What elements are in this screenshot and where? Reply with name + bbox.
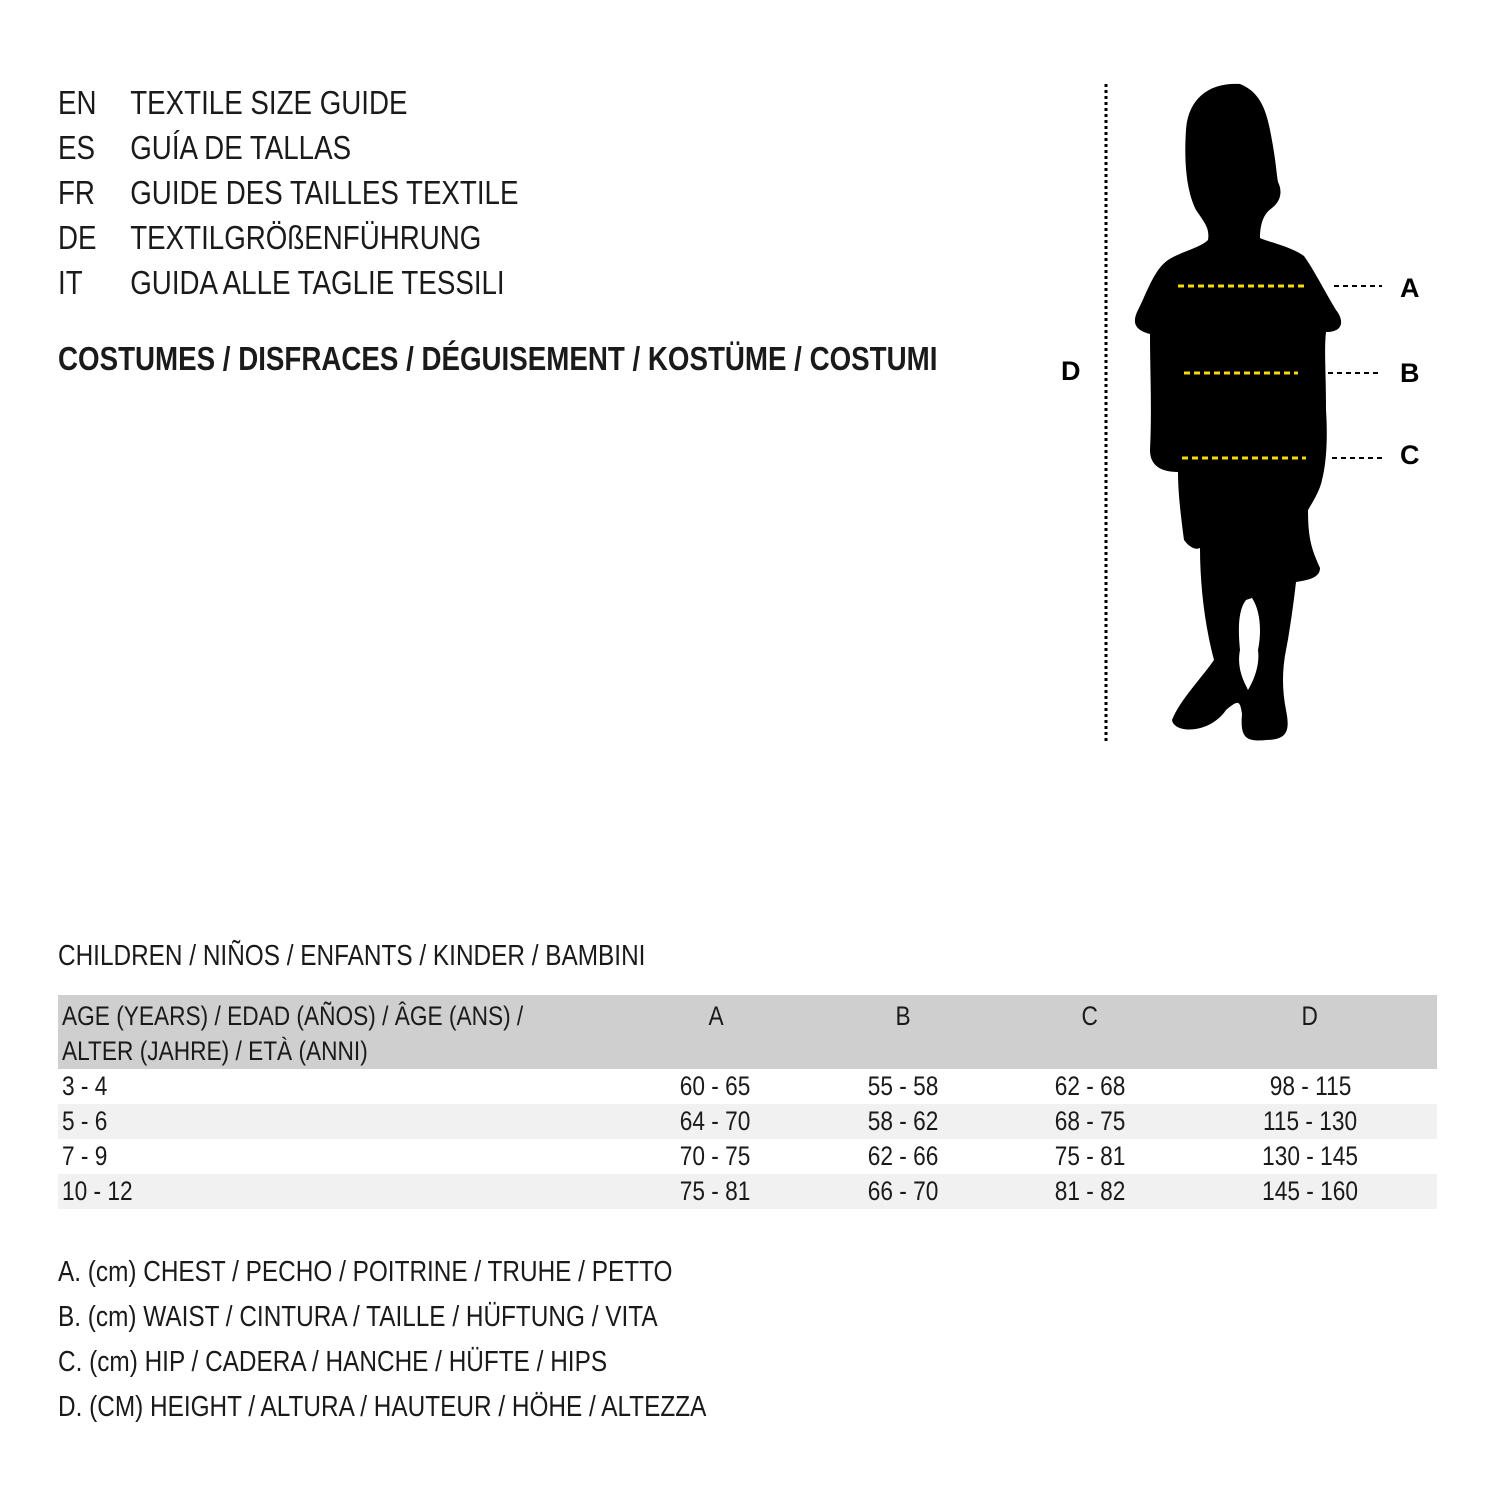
child-silhouette-diagram: D A B C xyxy=(1061,83,1420,742)
age-header-line1: AGE (YEARS) / EDAD (AÑOS) / ÂGE (ANS) / xyxy=(62,1001,524,1031)
column-header: D xyxy=(1301,1001,1319,1031)
label-b: B xyxy=(1400,358,1420,388)
measurement-legend: A. (cm) CHEST / PECHO / POITRINE / TRUHE… xyxy=(58,1250,706,1430)
measure-cell: 70 - 75 xyxy=(680,1141,751,1171)
lang-code: EN xyxy=(58,84,97,121)
language-title-list: EN TEXTILE SIZE GUIDE ES GUÍA DE TALLAS FR… xyxy=(58,80,518,305)
measure-cell: 62 - 68 xyxy=(1054,1071,1125,1101)
lang-code: DE xyxy=(58,219,97,256)
age-cell: 7 - 9 xyxy=(62,1141,108,1171)
measure-cell: 55 - 58 xyxy=(867,1071,938,1101)
title-en: EN TEXTILE SIZE GUIDE xyxy=(58,80,518,125)
age-cell: 3 - 4 xyxy=(62,1071,108,1101)
legend-item: D. (CM) HEIGHT / ALTURA / HAUTEUR / HÖHE… xyxy=(58,1391,707,1423)
lang-code: ES xyxy=(58,129,95,166)
label-d: D xyxy=(1061,356,1081,386)
measure-cell: 58 - 62 xyxy=(867,1106,938,1136)
lang-code: FR xyxy=(58,174,95,211)
child-silhouette-icon xyxy=(1134,83,1342,741)
lang-title: GUIDA ALLE TAGLIE TESSILI xyxy=(130,264,505,301)
measure-cell: 81 - 82 xyxy=(1054,1176,1125,1206)
measure-cell: 145 - 160 xyxy=(1262,1176,1358,1206)
measure-cell: 75 - 81 xyxy=(680,1176,751,1206)
lang-title: TEXTILE SIZE GUIDE xyxy=(130,84,408,121)
legend-item: A. (cm) CHEST / PECHO / POITRINE / TRUHE… xyxy=(58,1256,673,1288)
lang-title: TEXTILGRÖßENFÜHRUNG xyxy=(130,219,482,256)
measure-cell: 75 - 81 xyxy=(1054,1141,1125,1171)
title-it: IT GUIDA ALLE TAGLIE TESSILI xyxy=(58,260,518,305)
legend-item: B. (cm) WAIST / CINTURA / TAILLE / HÜFTU… xyxy=(58,1301,658,1333)
measure-cell: 64 - 70 xyxy=(680,1106,751,1136)
measure-cell: 60 - 65 xyxy=(680,1071,751,1101)
table-header-row: AGE (YEARS) / EDAD (AÑOS) / ÂGE (ANS) / A… xyxy=(58,995,1437,1069)
table-row: 7 - 9 70 - 75 62 - 66 75 - 81 130 - 145 xyxy=(58,1139,1437,1174)
size-table: AGE (YEARS) / EDAD (AÑOS) / ÂGE (ANS) / A… xyxy=(58,995,1437,1209)
title-de: DE TEXTILGRÖßENFÜHRUNG xyxy=(58,215,518,260)
age-header: AGE (YEARS) / EDAD (AÑOS) / ÂGE (ANS) / A… xyxy=(58,995,622,1069)
label-c: C xyxy=(1400,440,1420,470)
table-row: 3 - 4 60 - 65 55 - 58 62 - 68 98 - 115 xyxy=(58,1069,1437,1104)
measure-cell: 66 - 70 xyxy=(867,1176,938,1206)
lang-code: IT xyxy=(58,264,83,301)
label-a: A xyxy=(1400,273,1420,303)
column-header: A xyxy=(707,1001,724,1031)
age-cell: 10 - 12 xyxy=(62,1176,133,1206)
lang-title: GUIDE DES TAILLES TEXTILE xyxy=(130,174,519,211)
category-heading: COSTUMES / DISFRACES / DÉGUISEMENT / KOS… xyxy=(58,340,938,377)
table-row: 5 - 6 64 - 70 58 - 62 68 - 75 115 - 130 xyxy=(58,1104,1437,1139)
section-title: CHILDREN / NIÑOS / ENFANTS / KINDER / BA… xyxy=(58,940,646,972)
column-header: B xyxy=(894,1001,911,1031)
legend-item: C. (cm) HIP / CADERA / HANCHE / HÜFTE / … xyxy=(58,1346,608,1378)
measure-cell: 130 - 145 xyxy=(1262,1141,1358,1171)
column-header: C xyxy=(1081,1001,1098,1031)
measure-cell: 98 - 115 xyxy=(1269,1071,1351,1101)
measure-cell: 115 - 130 xyxy=(1262,1106,1358,1136)
title-es: ES GUÍA DE TALLAS xyxy=(58,125,518,170)
title-fr: FR GUIDE DES TAILLES TEXTILE xyxy=(58,170,518,215)
age-header-line2: ALTER (JAHRE) / ETÀ (ANNI) xyxy=(62,1036,368,1066)
measure-cell: 68 - 75 xyxy=(1054,1106,1125,1136)
measure-cell: 62 - 66 xyxy=(867,1141,938,1171)
age-cell: 5 - 6 xyxy=(62,1106,108,1136)
lang-title: GUÍA DE TALLAS xyxy=(130,129,352,166)
table-row: 10 - 12 75 - 81 66 - 70 81 - 82 145 - 160 xyxy=(58,1174,1437,1209)
